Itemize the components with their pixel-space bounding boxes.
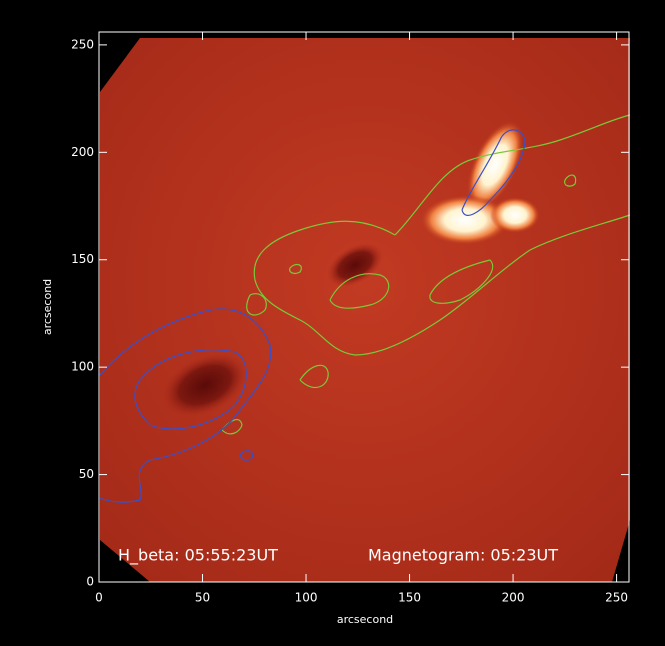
y-tick-label: 0	[86, 575, 94, 589]
x-tick-label: 0	[95, 591, 103, 605]
plot-frame	[98, 31, 630, 583]
annotation: Magnetogram: 05:23UT	[368, 546, 558, 565]
x-axis-label: arcsecond	[337, 613, 393, 626]
x-tick-label: 50	[195, 591, 210, 605]
x-tick-label: 100	[295, 591, 318, 605]
contours-blue	[99, 129, 526, 503]
x-tick-label: 150	[398, 591, 421, 605]
y-tick-label: 200	[71, 145, 94, 159]
solar-image	[100, 38, 630, 582]
x-tick-label: 250	[605, 591, 628, 605]
y-tick-label: 150	[71, 252, 94, 266]
y-tick-label: 100	[71, 360, 94, 374]
annotation: H_beta: 05:55:23UT	[118, 546, 278, 566]
x-tick-label: 200	[502, 591, 525, 605]
contours-green	[221, 114, 631, 435]
y-tick-label: 50	[79, 467, 94, 481]
y-axis-label: arcsecond	[41, 279, 54, 335]
y-tick-label: 250	[71, 37, 94, 51]
